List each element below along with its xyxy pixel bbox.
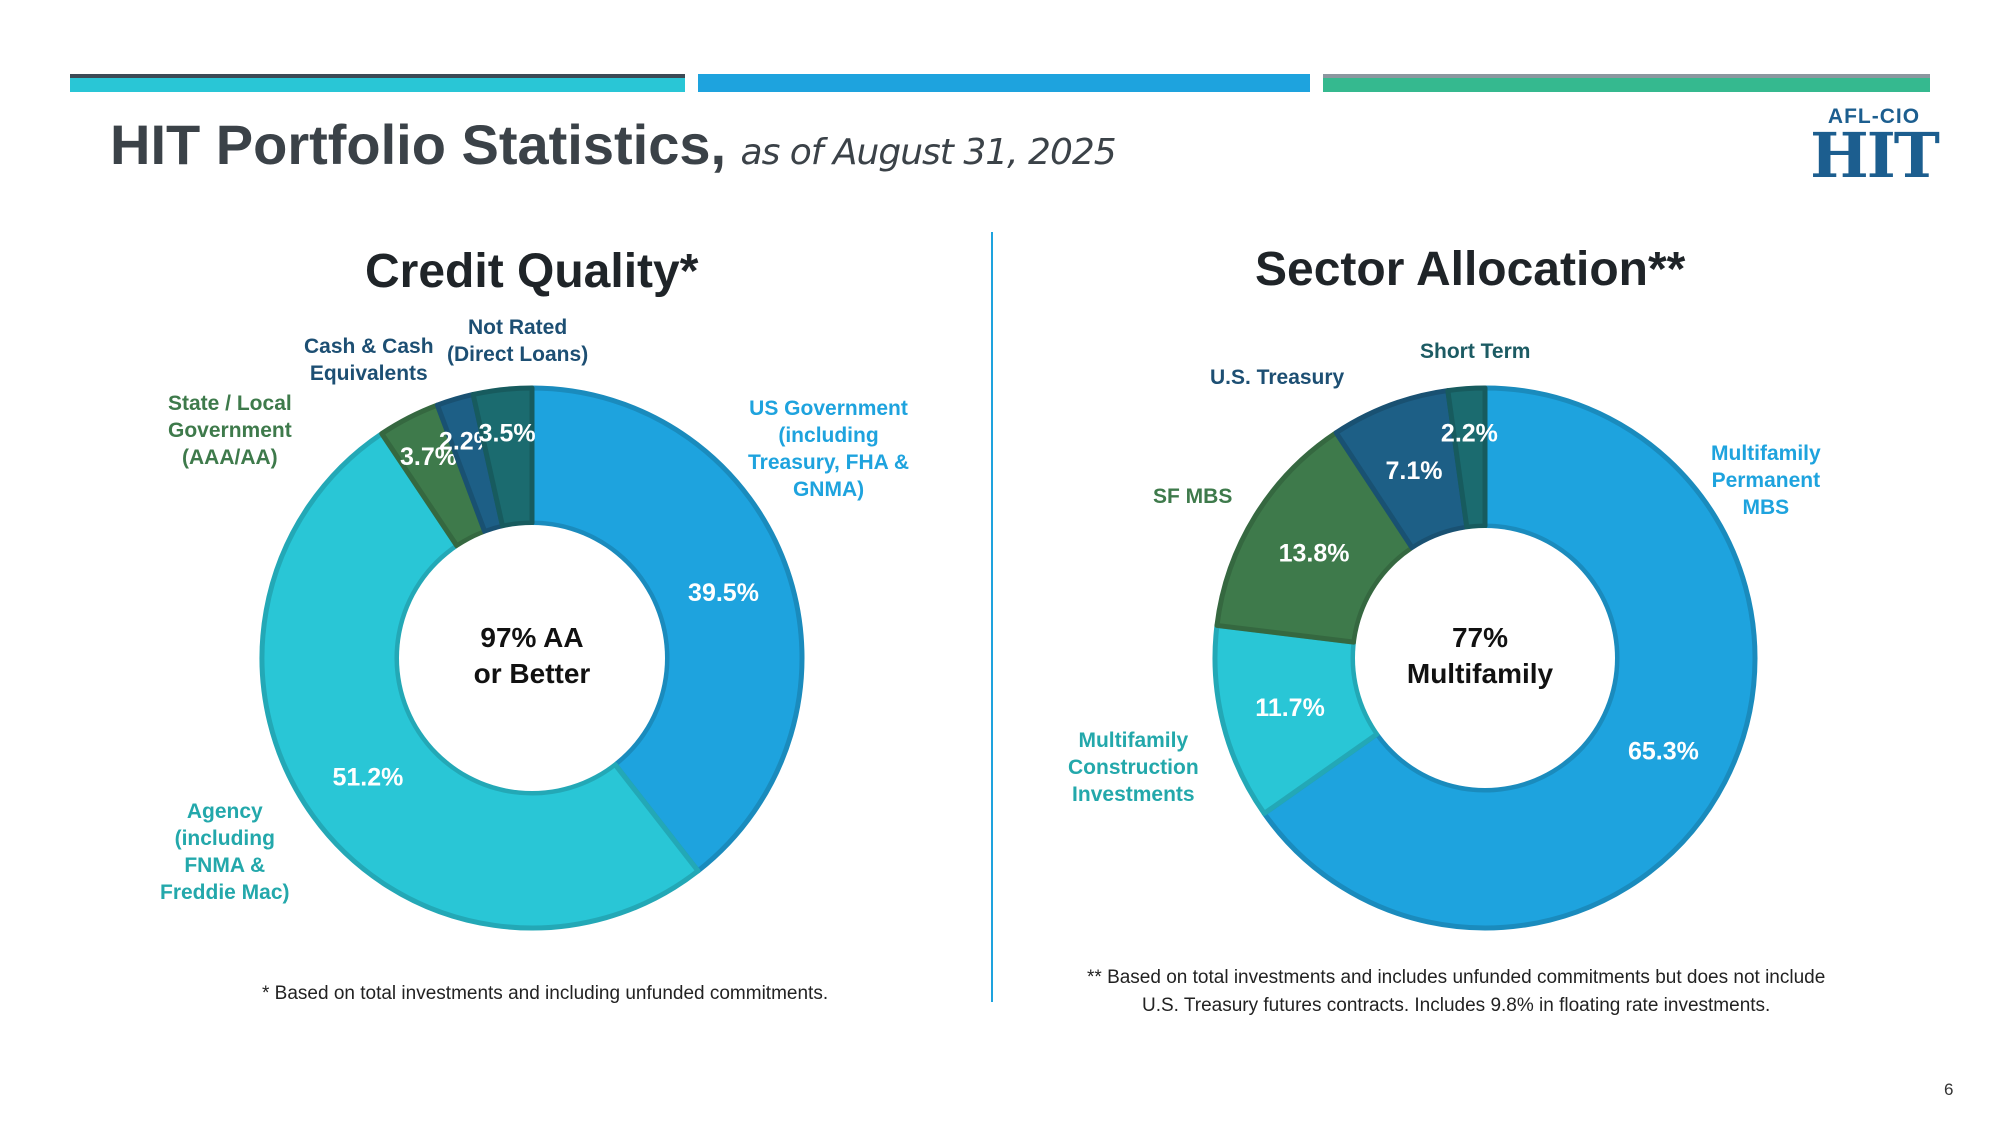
sa-value-label-3: 7.1% xyxy=(1386,457,1443,485)
page-title-date: as of August 31, 2025 xyxy=(740,132,1117,173)
logo-top-text: AFL-CIO xyxy=(1827,105,1921,128)
cq-value-label-2: 3.7% xyxy=(400,443,457,471)
afl-cio-hit-logo: AFL-CIO HIT xyxy=(1810,105,1940,192)
sa-value-label-0: 65.3% xyxy=(1628,738,1699,766)
sa-slice-4 xyxy=(1445,385,1488,530)
cq-slice-1 xyxy=(259,431,701,931)
cq-label-cash: Cash & Cash Equivalents xyxy=(304,335,434,385)
sa-value-label-1: 11.7% xyxy=(1255,694,1325,722)
sa-center-label: 77% Multifamily xyxy=(1406,622,1554,689)
cq-value-label-0: 39.5% xyxy=(688,579,759,607)
header-bar-green xyxy=(1323,74,1930,92)
sector-allocation-title: Sector Allocation** xyxy=(1255,243,1686,296)
cq-label-not-rated: Not Rated (Direct Loans) xyxy=(447,316,589,366)
credit-quality-title: Credit Quality* xyxy=(365,245,699,298)
cq-slice-4 xyxy=(470,385,535,529)
cq-label-us-government: US Government (including Treasury, FHA &… xyxy=(748,397,910,501)
sa-footnote: ** Based on total investments and includ… xyxy=(1087,967,1826,1016)
sa-label-us-treasury: U.S. Treasury xyxy=(1210,366,1345,389)
page-title-main: HIT Portfolio Statistics, xyxy=(110,113,727,176)
page-number: 6 xyxy=(1944,1080,1954,1099)
cq-slice-0 xyxy=(529,385,805,874)
cq-label-agency: Agency (including FNMA & Freddie Mac) xyxy=(160,800,290,904)
header-bar-teal xyxy=(70,74,685,92)
sa-label-multifamily-permanent: Multifamily Permanent MBS xyxy=(1711,442,1821,519)
cq-value-label-1: 51.2% xyxy=(332,764,403,792)
sa-slice-0 xyxy=(1261,385,1758,931)
sa-donut-hole xyxy=(1355,528,1615,788)
header-bar-blue xyxy=(698,74,1310,92)
sa-label-sf-mbs: SF MBS xyxy=(1153,485,1233,508)
cq-label-state-local: State / Local Government (AAA/AA) xyxy=(168,392,292,469)
sa-slice-2 xyxy=(1214,430,1415,645)
logo-main-text: HIT xyxy=(1810,119,1940,192)
section-divider xyxy=(991,232,993,1002)
sa-value-label-2: 13.8% xyxy=(1279,539,1350,567)
sa-label-short-term: Short Term xyxy=(1420,340,1531,363)
cq-footnote: * Based on total investments and includi… xyxy=(262,983,829,1004)
sa-value-label-4: 2.2% xyxy=(1441,420,1498,448)
page-title: HIT Portfolio Statistics, as of August 3… xyxy=(110,112,1117,177)
header-color-bars xyxy=(70,74,1930,94)
sa-label-multifamily-construction: Multifamily Construction Investments xyxy=(1068,729,1199,806)
cq-value-label-4: 3.5% xyxy=(479,420,536,448)
cq-center-label: 97% AA or Better xyxy=(473,622,591,689)
cq-donut-hole xyxy=(399,525,665,791)
